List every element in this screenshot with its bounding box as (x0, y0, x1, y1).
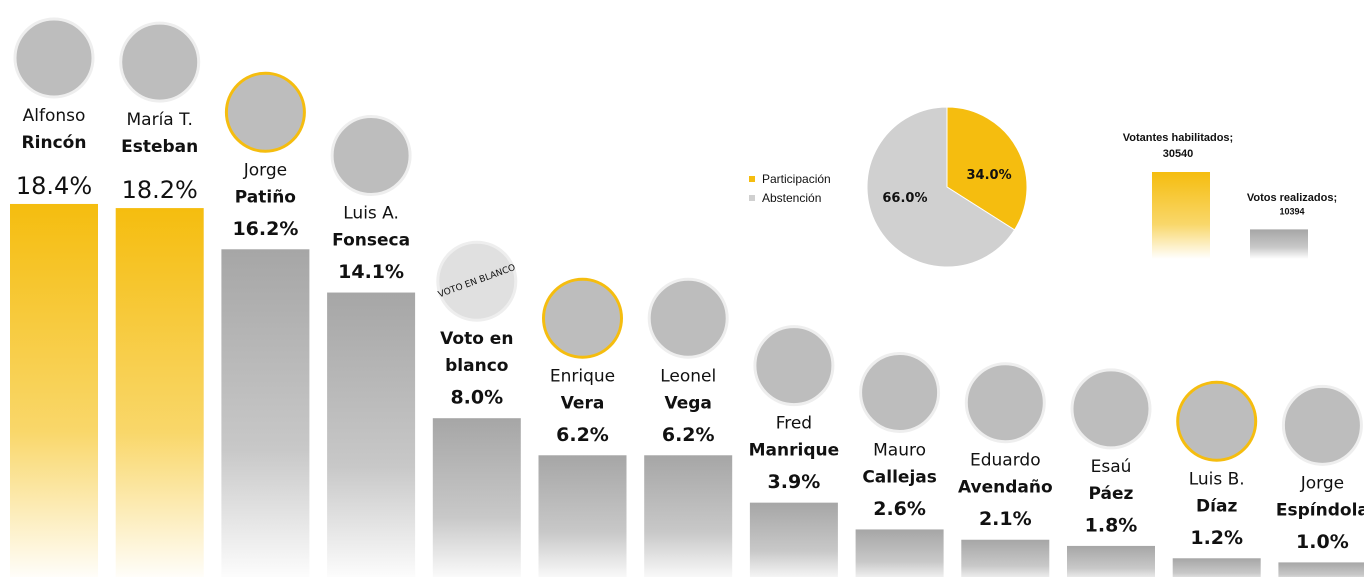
candidate-last-name: Vera (561, 393, 605, 413)
candidate-photo (330, 115, 412, 197)
candidate-last-name: Fonseca (332, 231, 410, 251)
bar (221, 249, 310, 577)
candidate-photo (753, 325, 835, 407)
value-label: 6.2% (662, 424, 715, 446)
candidate-first-name: Mauro (873, 440, 926, 460)
candidate-photo (542, 277, 623, 359)
value-label: 1.8% (1085, 514, 1138, 536)
bar (1250, 229, 1308, 259)
candidate-photo (1176, 380, 1258, 462)
bar-value-label: 30540 (1163, 148, 1194, 160)
candidate-photo (964, 362, 1046, 444)
candidate-first-name: Leonel (660, 366, 716, 386)
legend-swatch (749, 176, 755, 182)
value-label: 3.9% (768, 471, 821, 493)
candidate-first-name: Eduardo (970, 451, 1041, 471)
bar-category: Votos realizados; (1247, 192, 1337, 204)
value-label: 8.0% (450, 387, 503, 409)
value-label: 16.2% (232, 218, 298, 240)
candidate-first-name: Luis B. (1189, 469, 1245, 489)
bar (855, 529, 944, 577)
candidate-photo (1070, 368, 1152, 450)
candidate-photo (859, 351, 941, 433)
bar (10, 203, 98, 577)
candidate-photo (119, 21, 201, 103)
candidate-first-name: Esaú (1091, 457, 1132, 477)
candidate-photo (1281, 384, 1363, 466)
legend-label: Participación (762, 172, 831, 186)
bar (432, 418, 521, 577)
legend-label: Abstención (762, 191, 821, 205)
candidate-first-name: Enrique (550, 366, 615, 386)
candidate-photo (436, 240, 518, 322)
candidate-photo (647, 277, 729, 359)
candidate-first-name: Jorge (243, 160, 287, 180)
candidate-last-name: Callejas (862, 467, 937, 487)
candidate-last-name: Páez (1089, 484, 1134, 504)
bar (644, 455, 733, 577)
slice-label: 34.0% (967, 168, 1012, 183)
candidate-first-name: Jorge (1300, 473, 1344, 493)
value-label: 1.0% (1296, 531, 1349, 553)
bar-category: Votantes habilitados; (1123, 132, 1233, 144)
candidate-last-name: Avendaño (958, 478, 1053, 498)
bar (538, 455, 627, 577)
slice-label: 66.0% (882, 191, 927, 206)
candidate-first-name: Voto en (440, 329, 513, 349)
candidate-last-name: blanco (445, 356, 508, 376)
value-label: 6.2% (556, 424, 609, 446)
candidate-last-name: Vega (664, 393, 711, 413)
bar (1152, 172, 1210, 259)
value-label: 18.4% (16, 172, 92, 200)
candidate-first-name: Fred (776, 414, 812, 434)
bar-value-label: 10394 (1279, 206, 1304, 216)
bar (1172, 558, 1261, 577)
value-label: 1.2% (1190, 527, 1243, 549)
candidate-first-name: María T. (127, 110, 193, 130)
candidate-last-name: Rincón (22, 133, 87, 153)
bar (327, 292, 416, 577)
value-label: 2.6% (873, 498, 926, 520)
bar (749, 502, 838, 577)
candidate-first-name: Alfonso (23, 106, 86, 126)
candidate-first-name: Luis A. (343, 204, 399, 224)
candidate-photo (224, 71, 306, 153)
bar (961, 539, 1050, 577)
candidate-last-name: Espíndola (1276, 500, 1364, 520)
candidate-last-name: Patiño (235, 187, 296, 207)
bar (1067, 545, 1155, 577)
bar (1278, 562, 1364, 577)
candidate-last-name: Esteban (121, 137, 198, 157)
value-label: 14.1% (338, 261, 404, 283)
value-label: 18.2% (122, 176, 198, 204)
candidate-last-name: Manrique (749, 441, 840, 461)
legend-swatch (749, 195, 755, 201)
candidate-last-name: Díaz (1196, 496, 1237, 516)
bar (115, 208, 204, 577)
candidate-photo (13, 17, 95, 99)
pie-slice (866, 106, 1016, 268)
value-label: 2.1% (979, 508, 1032, 530)
